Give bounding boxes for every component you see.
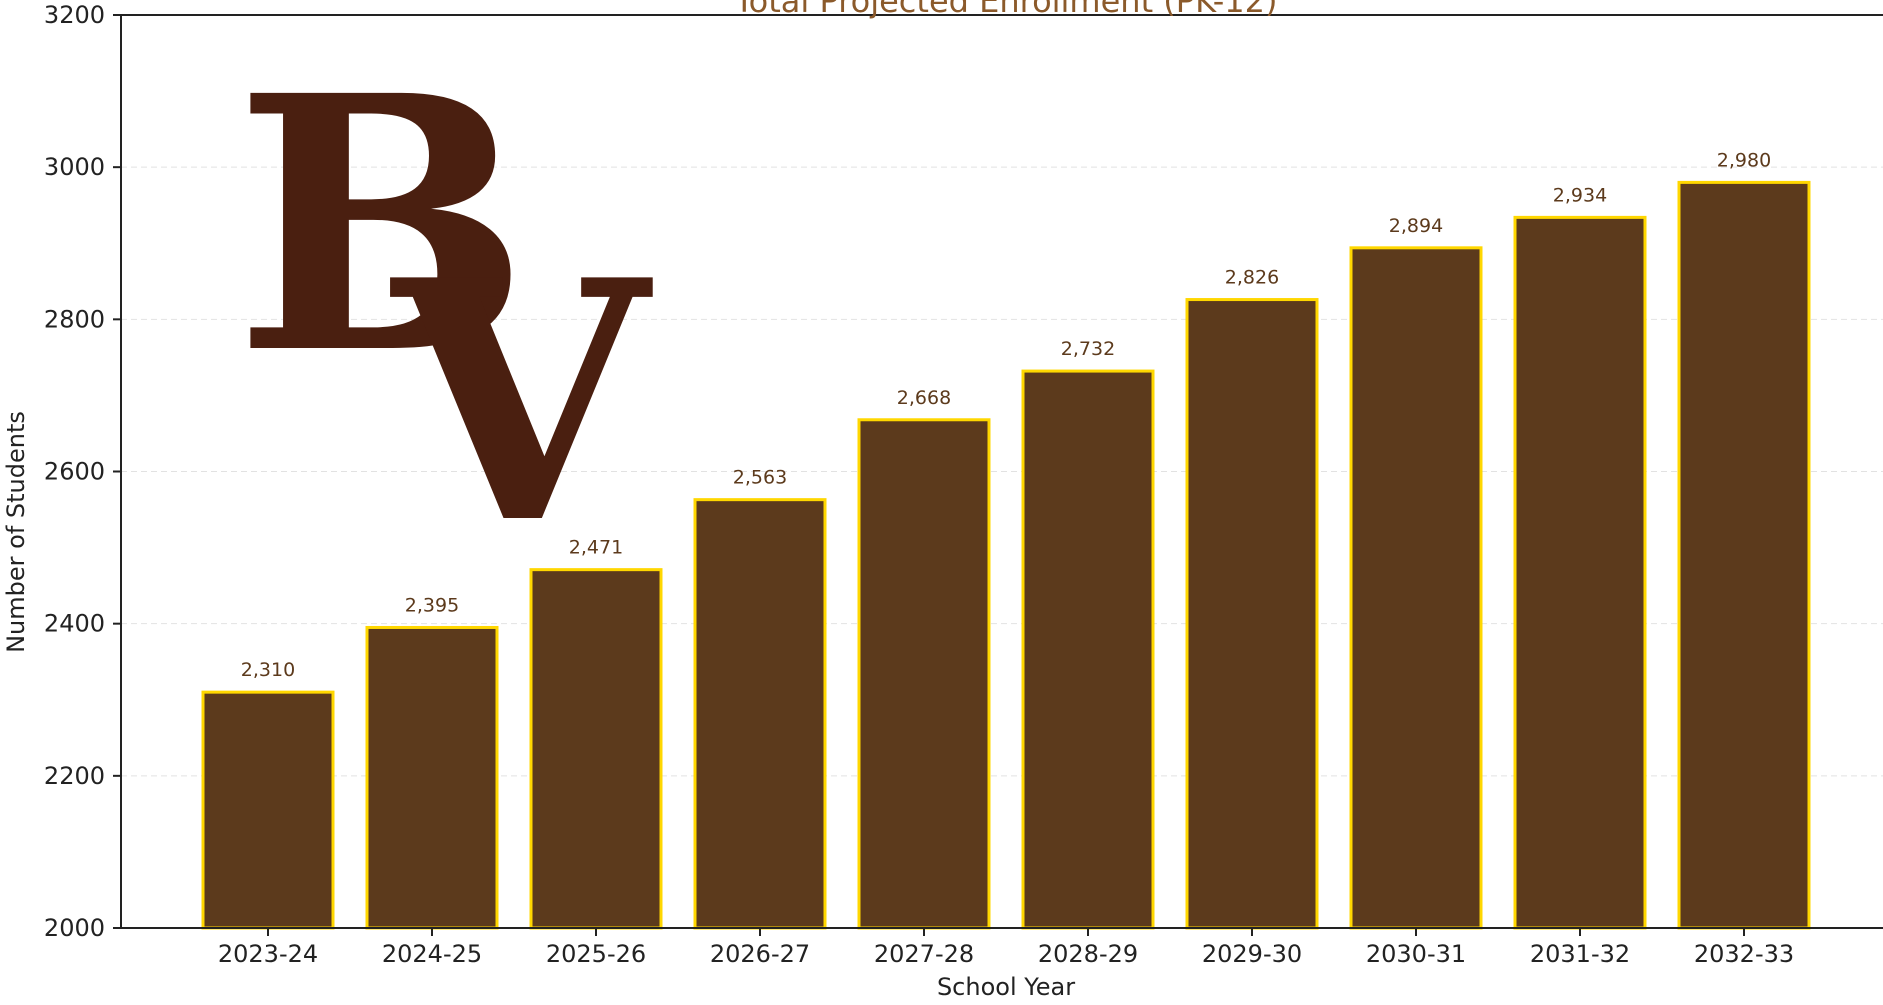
school-logo: B V: [234, 19, 655, 596]
y-tick-label: 2000: [44, 914, 105, 942]
bar-2026-27: [693, 498, 827, 930]
axes: 2000 2200 2400 2600 2800 3000 3200 2023-24 2024-…: [44, 1, 1883, 968]
bar-2023-24: [201, 690, 335, 930]
data-label: 2,395: [405, 594, 459, 616]
data-label: 2,471: [569, 537, 623, 559]
data-labels: 2,310 2,395 2,471 2,563 2,668 2,732 2,826 2,894…: [241, 149, 1771, 681]
x-tick-label: 2031-32: [1530, 940, 1630, 968]
x-tick-label: 2025-26: [546, 940, 646, 968]
bar-2025-26: [529, 568, 663, 930]
x-tick-label: 2029-30: [1202, 940, 1302, 968]
data-label: 2,668: [897, 387, 951, 409]
y-tick-label: 2600: [44, 458, 105, 486]
y-axis-title: Number of Students: [2, 411, 30, 653]
y-tick-label: 2200: [44, 762, 105, 790]
x-axis-title: School Year: [937, 973, 1075, 1001]
data-label: 2,310: [241, 659, 295, 681]
x-tick-label: 2032-33: [1694, 940, 1794, 968]
data-label: 2,980: [1717, 149, 1771, 171]
x-tick-label: 2030-31: [1366, 940, 1466, 968]
bar-2032-33: [1677, 180, 1811, 930]
data-label: 2,894: [1389, 215, 1443, 237]
bar-2029-30: [1185, 298, 1319, 930]
y-tick-label: 2400: [44, 610, 105, 638]
bar-2028-29: [1021, 369, 1155, 930]
x-tick-label: 2027-28: [874, 940, 974, 968]
data-label: 2,934: [1553, 184, 1607, 206]
data-label: 2,732: [1061, 338, 1115, 360]
y-tick-label: 2800: [44, 305, 105, 333]
data-label: 2,826: [1225, 267, 1279, 289]
x-tick-label: 2023-24: [218, 940, 318, 968]
x-tick-label: 2028-29: [1038, 940, 1138, 968]
x-tick-label: 2024-25: [382, 940, 482, 968]
logo-letter-v: V: [387, 208, 655, 596]
y-tick-label: 3000: [44, 153, 105, 181]
bar-2027-28: [857, 418, 991, 930]
data-label: 2,563: [733, 467, 787, 489]
bar-2030-31: [1349, 246, 1483, 930]
x-tick-label: 2026-27: [710, 940, 810, 968]
y-tick-label: 3200: [44, 1, 105, 29]
bars: [201, 180, 1811, 930]
chart-title: Total Projected Enrollment (PK-12): [734, 0, 1278, 20]
bar-2031-32: [1513, 215, 1647, 930]
bar-2024-25: [365, 625, 499, 930]
logo-letter-b: B: [234, 19, 530, 431]
